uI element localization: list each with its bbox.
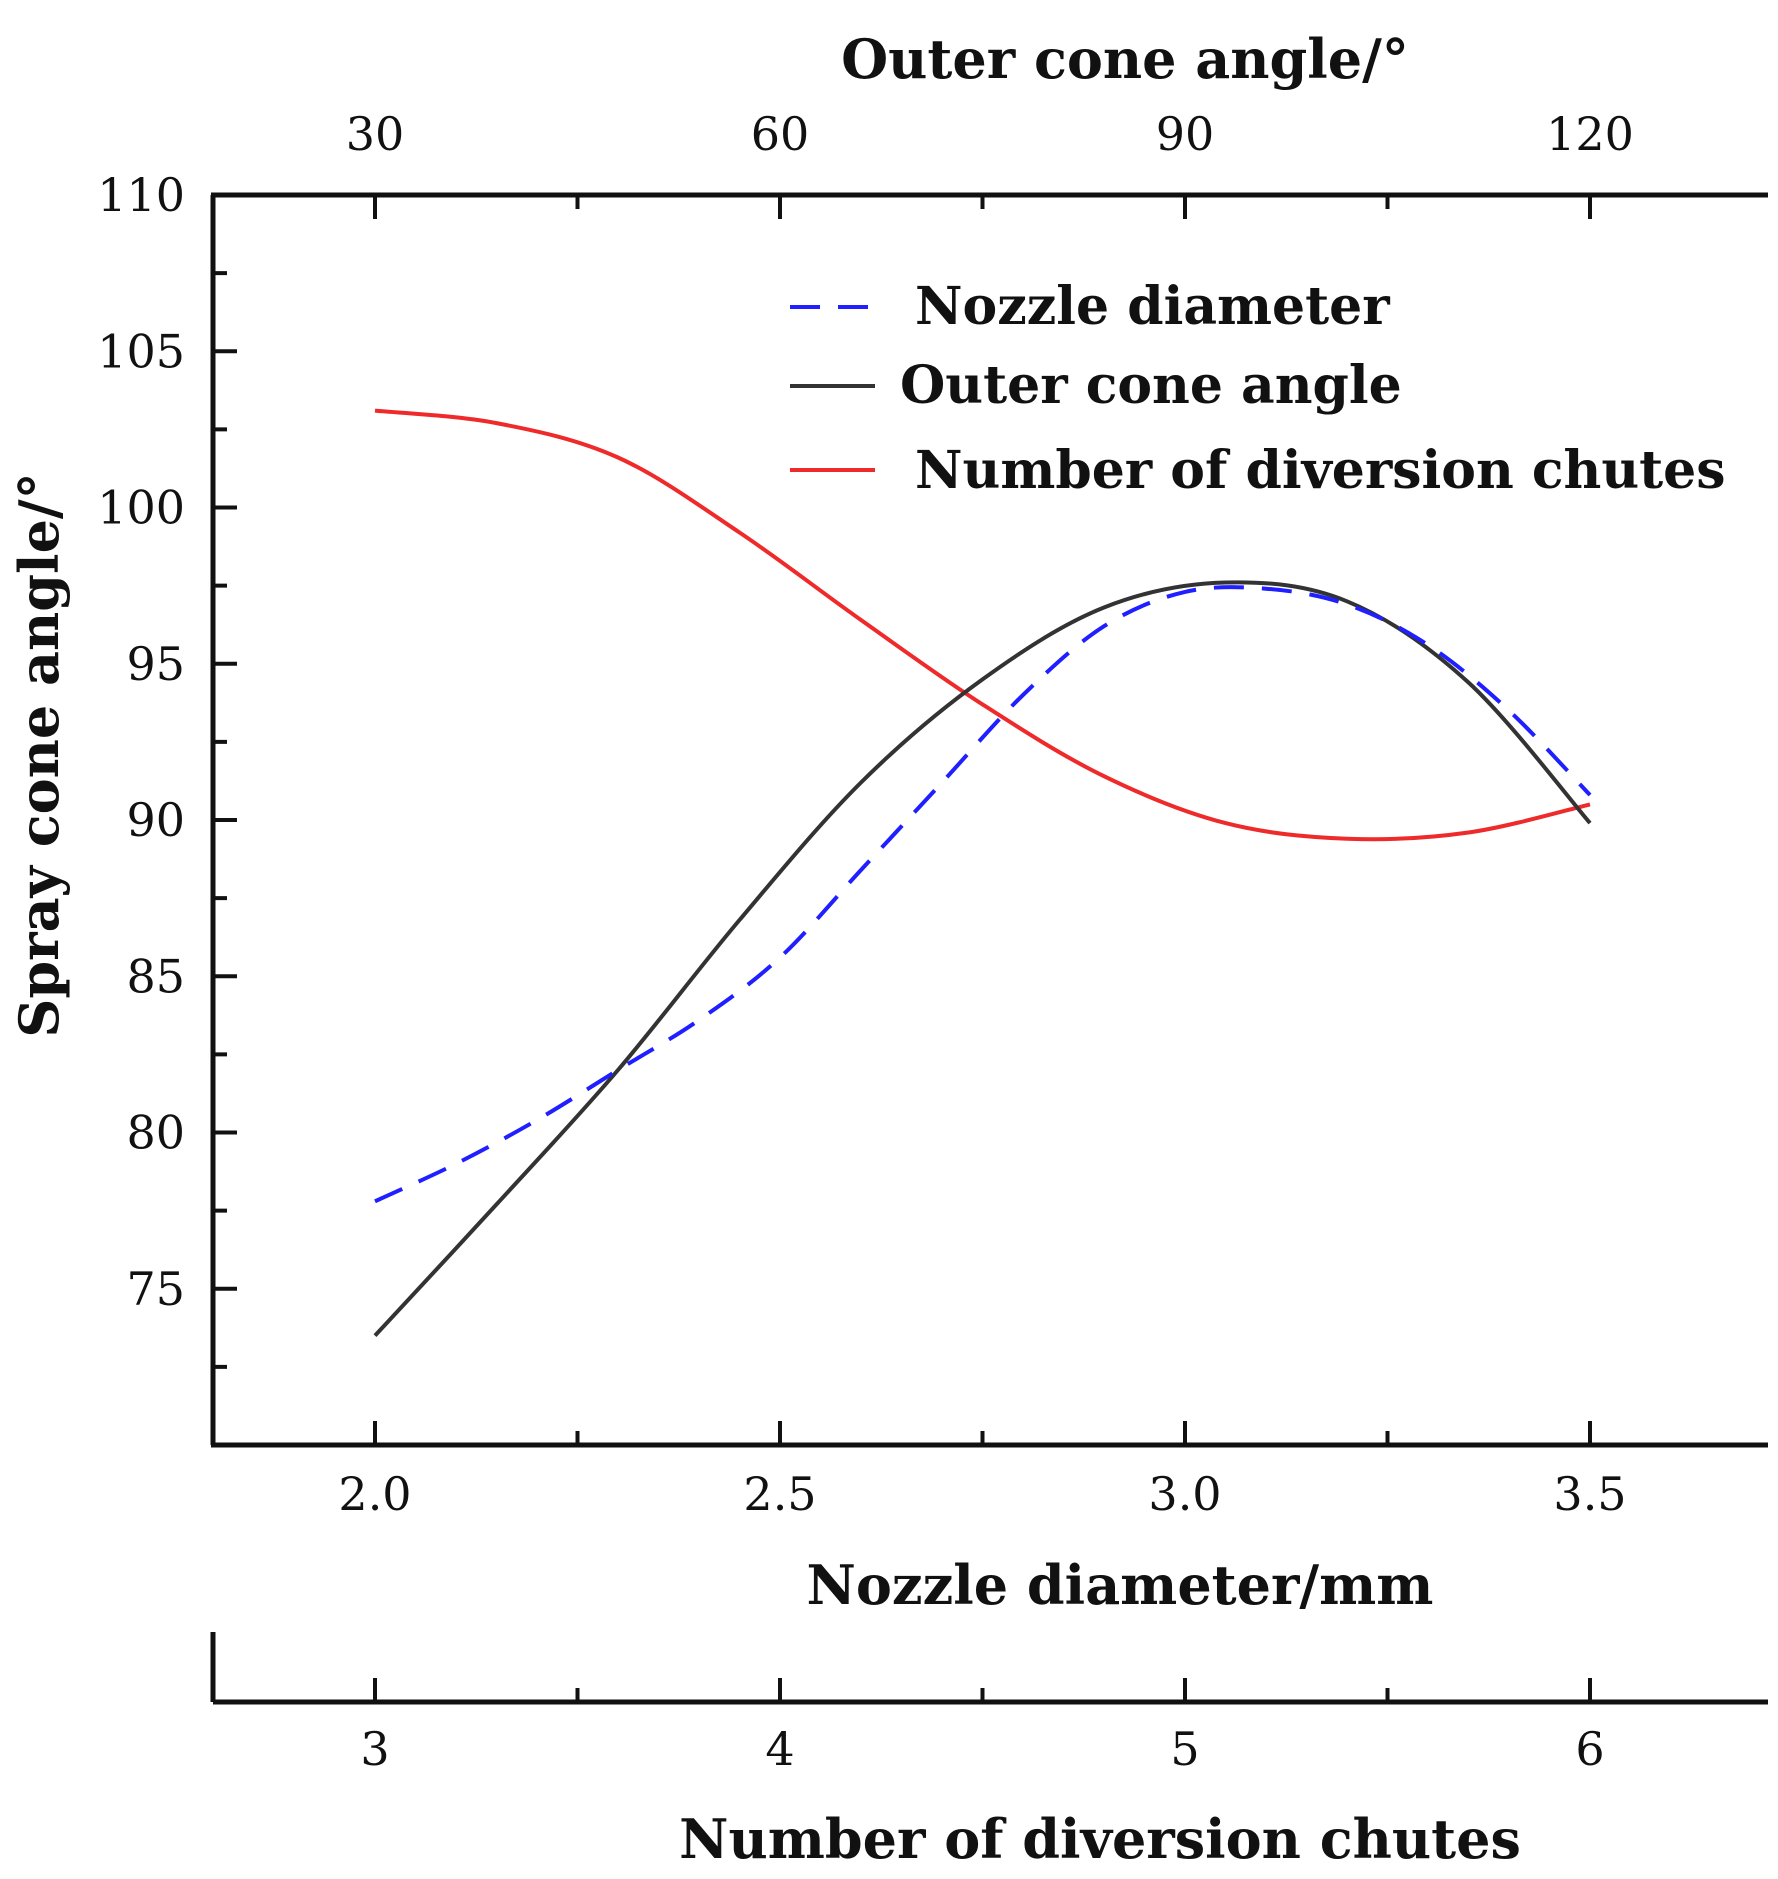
y-axis-tick-label: 75	[126, 1262, 185, 1316]
y-axis-tick-label: 105	[97, 324, 185, 378]
y-axis-tick-label: 80	[126, 1106, 185, 1160]
y-axis-tick-label: 95	[126, 637, 185, 691]
y-axis-tick-label: 90	[126, 793, 185, 847]
y-axis-tick-label: 110	[97, 168, 185, 222]
bottom-axis-tick-label: 3.5	[1553, 1467, 1626, 1521]
top-axis-tick-label: 90	[1156, 107, 1215, 161]
top-axis-title: Outer cone angle/°	[841, 27, 1409, 91]
legend-label-number-of-diversion-chutes: Number of diversion chutes	[915, 440, 1726, 501]
bottom-axis-tick-label: 3.0	[1148, 1467, 1221, 1521]
series-layer	[373, 408, 1592, 1337]
extra-axis-tick-label: 4	[765, 1722, 794, 1776]
series-line-outer-cone-angle	[373, 580, 1592, 1337]
y-axis-tick-label: 100	[97, 481, 185, 535]
plot-frame	[210, 192, 1768, 1705]
bottom-axis-tick-label: 2.0	[338, 1467, 411, 1521]
extra-axis-tick-label: 3	[360, 1722, 389, 1776]
bottom-axis-title: Nozzle diameter/mm	[807, 1553, 1434, 1617]
y-axis-title: Spray cone angle/°	[7, 472, 71, 1037]
tick-labels: 30 60 90 120 2.0 2.5 3.0 3.5 3 4 5 6 75 80 85 90 95 100 10…	[97, 107, 1634, 1776]
tick-marks	[213, 193, 1592, 1702]
top-axis-tick-label: 120	[1546, 107, 1634, 161]
top-axis-tick-label: 60	[751, 107, 810, 161]
extra-axis-tick-label: 5	[1170, 1722, 1199, 1776]
legend: Nozzle diameter Outer cone angle Number …	[790, 276, 1726, 501]
series-line-nozzle-diameter	[374, 585, 1592, 1204]
legend-label-nozzle-diameter: Nozzle diameter	[915, 276, 1390, 337]
top-axis-tick-label: 30	[346, 107, 405, 161]
bottom-axis-tick-label: 2.5	[743, 1467, 816, 1521]
extra-axis-title: Number of diversion chutes	[679, 1807, 1521, 1871]
series-line-number-of-diversion-chutes	[374, 408, 1591, 842]
extra-axis-tick-label: 6	[1575, 1722, 1604, 1776]
legend-label-outer-cone-angle: Outer cone angle	[900, 355, 1402, 416]
y-axis-tick-label: 85	[126, 949, 185, 1003]
